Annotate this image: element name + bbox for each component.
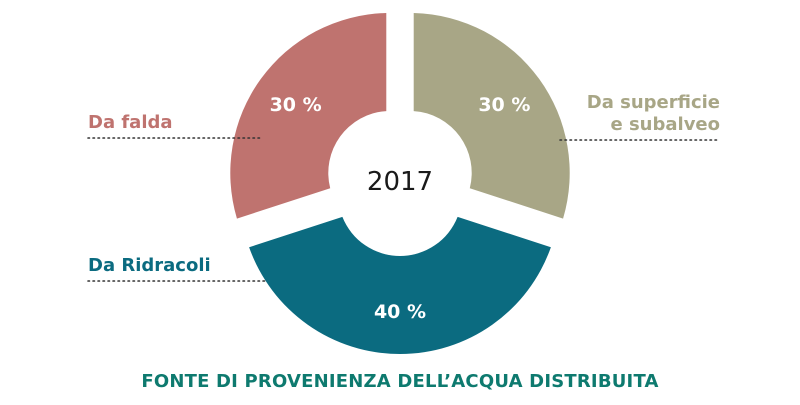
value-label-da-ridracoli: 40 % xyxy=(374,301,426,323)
legend-label-da-superficie-e-subalveo-line-1: Da superficie xyxy=(587,92,720,113)
legend-label-da-falda-line-1: Da falda xyxy=(88,112,173,133)
chart-title: FONTE DI PROVENIENZA DELL’ACQUA DISTRIBU… xyxy=(141,371,659,392)
value-label-da-falda: 30 % xyxy=(270,94,322,116)
leader-lines-layer xyxy=(87,137,721,282)
legend-label-da-ridracoli-line-1: Da Ridracoli xyxy=(88,255,211,276)
slices-layer xyxy=(230,12,570,355)
slice-da-falda xyxy=(230,12,387,219)
value-label-da-superficie-e-subalveo: 30 % xyxy=(478,94,530,116)
center-year-label: 2017 xyxy=(367,167,433,197)
slice-da-superficie-e-subalveo xyxy=(413,12,570,219)
slice-da-ridracoli xyxy=(249,216,551,355)
center-hole xyxy=(338,118,462,242)
legend-label-da-superficie-e-subalveo-line-2: e subalveo xyxy=(610,114,720,135)
